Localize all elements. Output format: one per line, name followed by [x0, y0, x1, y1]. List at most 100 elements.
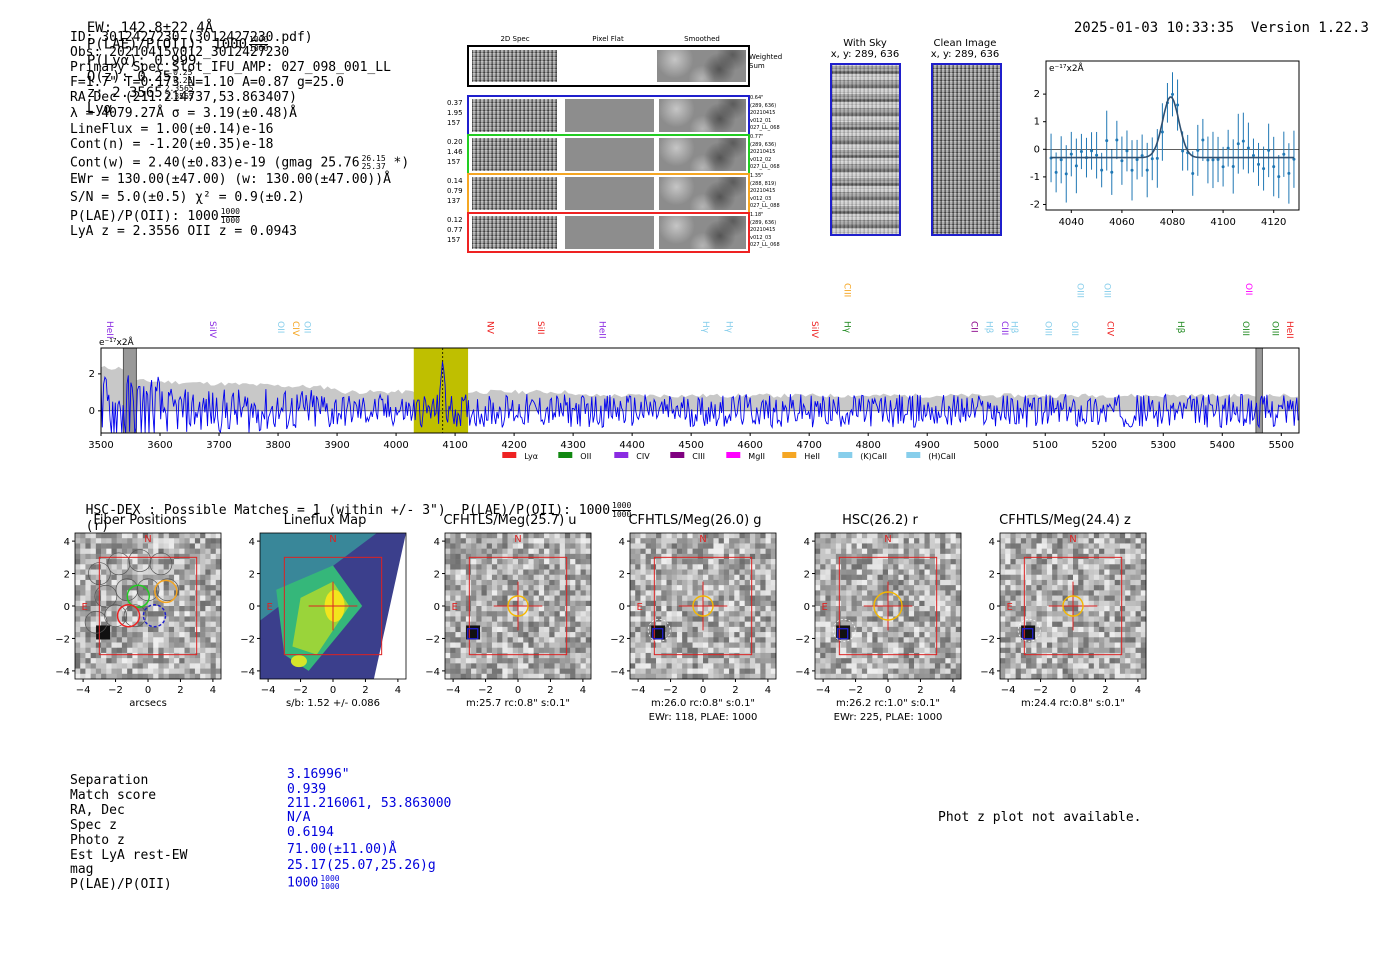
cutout-pixel [210, 642, 217, 649]
cutout-pixel [1046, 606, 1053, 612]
cutout-pixel [179, 647, 185, 654]
cutout-pixel [1140, 595, 1147, 602]
cutout-pixel [80, 538, 86, 544]
cutout-pixel [898, 642, 904, 649]
cutout-pixel [856, 616, 863, 622]
cutout-pixel [460, 585, 467, 591]
cutout-pixel [692, 579, 699, 586]
cutout-pixel [929, 595, 936, 602]
cutout-pixel [168, 658, 175, 664]
cutout-pixel [200, 668, 206, 675]
cutout-pixel [153, 553, 159, 560]
cutout-pixel [1140, 673, 1147, 680]
cutout-pixel [770, 579, 777, 586]
emission-line-label: CIII [999, 321, 1009, 335]
detection-circle [507, 595, 529, 617]
cutout-pixel [718, 559, 725, 565]
cutout-pixel [554, 637, 561, 643]
cutout-pixel [528, 658, 534, 664]
cutout-pixel [85, 616, 91, 622]
cutout-pixel [570, 632, 576, 638]
y-tick-label: 2 [64, 570, 70, 581]
cutout-pixel [692, 590, 699, 596]
cutout-pixel [846, 642, 852, 649]
cutout-pixel [914, 611, 920, 617]
cutout-pixel [825, 538, 831, 544]
cutout-pixel [734, 590, 740, 596]
cutout-pixel [95, 668, 102, 675]
cutout-pixel [867, 590, 873, 596]
cutout-pixel [544, 548, 550, 555]
cutout-pixel [929, 590, 936, 596]
cutout-pixel [1000, 626, 1006, 633]
legend-swatch [670, 452, 685, 458]
cutout-pixel [215, 600, 222, 607]
cutout-pixel [194, 637, 201, 643]
cutout-pixel [950, 663, 957, 669]
cutout-pixel [703, 626, 709, 633]
cutout-pixel [882, 621, 889, 628]
cutout-pixel [153, 590, 159, 596]
cutout-pixel [708, 658, 714, 664]
cutout-pixel [1015, 647, 1022, 654]
cutout-pixel [703, 611, 709, 617]
cutout-pixel [877, 533, 884, 539]
cutout-pixel [538, 658, 545, 664]
cutout-pixel [934, 564, 941, 570]
cutout-pixel [1031, 668, 1037, 675]
cutout-pixel [158, 559, 164, 565]
cutout-pixel [111, 668, 118, 675]
cutout-pixel [549, 621, 555, 628]
cutout-pixel [1052, 647, 1058, 654]
cutout-pixel [713, 538, 719, 544]
cutout-pixel [1031, 621, 1037, 628]
plot-frame [100, 347, 1300, 434]
cutout-pixel [502, 673, 508, 680]
cutout-pixel [692, 642, 699, 649]
spec2d-row-meta-line: 1.35" [750, 173, 764, 179]
cutout-pixel [815, 668, 821, 675]
cutout-pixel [111, 548, 118, 555]
cutout-pixel [1114, 595, 1121, 602]
cutout-pixel [1135, 632, 1142, 638]
cutout-pixel [908, 543, 915, 549]
cutout-pixel [476, 658, 482, 664]
x-tick-label: 0 [700, 685, 706, 696]
cutout-pixel [95, 642, 102, 649]
x-tick-label: 3800 [265, 440, 290, 451]
cutout-pixel [544, 658, 550, 664]
cutout-pixel [656, 543, 662, 549]
cutout-pixel [75, 616, 81, 622]
cutout-pixel [491, 637, 498, 643]
cutout-pixel [760, 668, 766, 675]
cutout-pixel [815, 569, 821, 576]
cutout-pixel [455, 611, 461, 617]
cutout-pixel [661, 658, 667, 664]
cutout-pixel [465, 538, 472, 544]
cutout-pixel [760, 647, 766, 654]
cutout-pixel [95, 569, 102, 576]
cutout-pixel [1109, 652, 1116, 659]
cutout-pixel [142, 637, 149, 643]
cutout-pixel [1140, 642, 1147, 649]
cutout-pixel [1093, 637, 1100, 643]
cutout-pixel [934, 668, 941, 675]
cutout-pixel [1062, 548, 1069, 555]
cutout-pixel [200, 637, 206, 643]
header-z-hi: 2.3565 [164, 84, 194, 93]
cutout-pixel [210, 611, 217, 617]
cutout-pixel [148, 647, 154, 654]
cutout-pixel [940, 673, 946, 680]
cutout-pixel [1067, 590, 1074, 596]
cutout-pixel [749, 574, 756, 581]
cutout-pixel [940, 590, 946, 596]
cutout-pixel [861, 559, 868, 565]
cutout-pixel [815, 642, 821, 649]
cutout-pixel [1130, 548, 1136, 555]
cutout-pixel [940, 595, 946, 602]
cutout-pixel [450, 590, 456, 596]
cutout-pixel [760, 579, 766, 586]
cutout-pixel [163, 590, 170, 596]
cutout-pixel [661, 647, 667, 654]
cutout-pixel [697, 673, 704, 680]
